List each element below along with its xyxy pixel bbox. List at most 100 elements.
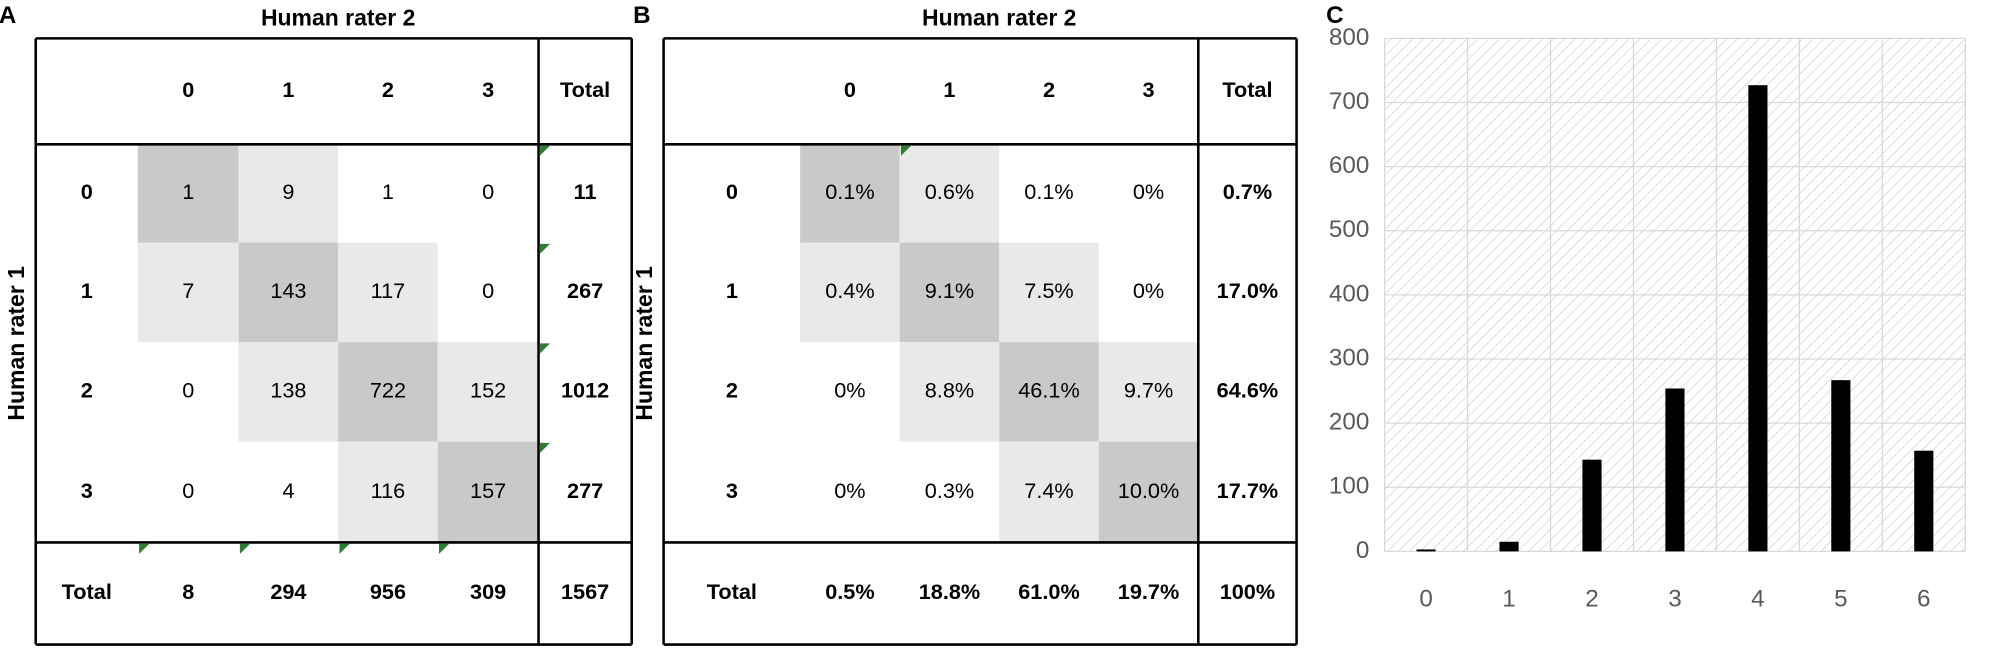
y-tick-label: 500 bbox=[1329, 216, 1369, 243]
table-cell: 7.5% bbox=[1024, 278, 1073, 303]
total-cell: 17.0% bbox=[1217, 278, 1279, 303]
table-cell: 117 bbox=[371, 278, 406, 303]
y-tick-label: 700 bbox=[1329, 88, 1369, 115]
bar bbox=[1748, 85, 1768, 552]
y-tick-label: 100 bbox=[1329, 473, 1369, 500]
column-header: Total bbox=[1222, 77, 1272, 102]
table-cell: 0% bbox=[834, 378, 865, 403]
cell-marker bbox=[339, 543, 350, 554]
panel-label: B bbox=[633, 2, 651, 29]
cell-marker bbox=[239, 543, 251, 554]
column-title: Human rater 2 bbox=[922, 4, 1076, 30]
cell-marker bbox=[539, 442, 551, 454]
table-cell: 152 bbox=[470, 378, 506, 403]
table-cell: 0.1% bbox=[825, 179, 874, 204]
table-cell: 0 bbox=[182, 478, 194, 503]
y-tick-label: 400 bbox=[1329, 280, 1369, 307]
total-cell: 0.5% bbox=[825, 579, 874, 604]
x-tick-label: 3 bbox=[1668, 585, 1681, 612]
total-cell: 956 bbox=[370, 579, 406, 604]
column-header: 2 bbox=[382, 77, 394, 102]
cell-shade-diagonal bbox=[338, 342, 438, 442]
table-cell: 0 bbox=[482, 179, 494, 204]
row-header: 3 bbox=[726, 478, 738, 503]
x-tick-label: 1 bbox=[1502, 585, 1515, 612]
cell-shade-adjacent bbox=[338, 242, 438, 343]
panel-label: A bbox=[0, 2, 16, 29]
table-cell: 1 bbox=[182, 179, 194, 204]
total-cell: 100% bbox=[1220, 579, 1275, 604]
column-header: 1 bbox=[282, 77, 294, 102]
row-header: 2 bbox=[726, 378, 738, 403]
row-title: Human rater 1 bbox=[631, 266, 657, 421]
cell-marker bbox=[539, 343, 551, 354]
y-tick-label: 800 bbox=[1329, 24, 1369, 51]
row-header: 0 bbox=[81, 179, 93, 204]
row-header: 1 bbox=[81, 278, 93, 303]
cell-shade-adjacent bbox=[899, 144, 1000, 243]
total-cell: 8 bbox=[182, 579, 194, 604]
table-cell: 143 bbox=[270, 278, 306, 303]
total-cell: 64.6% bbox=[1217, 378, 1279, 403]
table-cell: 116 bbox=[371, 478, 406, 503]
total-cell: 17.7% bbox=[1217, 478, 1279, 503]
table-cell: 4 bbox=[282, 478, 294, 503]
table-cell: 0.1% bbox=[1024, 179, 1073, 204]
column-header: 0 bbox=[182, 77, 194, 102]
table-cell: 7 bbox=[182, 278, 194, 303]
cell-shade-adjacent bbox=[338, 441, 438, 543]
x-tick-label: 6 bbox=[1917, 585, 1930, 612]
cell-shade-adjacent bbox=[800, 242, 900, 343]
cell-marker bbox=[539, 145, 551, 156]
panel-label: C bbox=[1326, 2, 1344, 29]
table-cell: 9.7% bbox=[1124, 378, 1173, 403]
column-header: 0 bbox=[844, 77, 856, 102]
cell-shade-adjacent bbox=[137, 242, 239, 343]
bar bbox=[1416, 549, 1436, 552]
bar bbox=[1831, 380, 1851, 552]
table-cell: 157 bbox=[470, 478, 506, 503]
bar bbox=[1582, 459, 1602, 552]
table-cell: 0.4% bbox=[825, 278, 874, 303]
table-cell: 0% bbox=[1133, 179, 1164, 204]
table-cell: 0 bbox=[182, 378, 194, 403]
bar bbox=[1914, 450, 1934, 552]
table-cell: 10.0% bbox=[1118, 478, 1180, 503]
column-header: Total bbox=[560, 77, 610, 102]
total-cell: 1567 bbox=[561, 579, 609, 604]
total-cell: 0.7% bbox=[1223, 179, 1272, 204]
cell-shade-adjacent bbox=[899, 342, 1000, 442]
cell-shade-diagonal bbox=[137, 144, 239, 243]
total-cell: 267 bbox=[567, 278, 603, 303]
column-header: 3 bbox=[482, 77, 494, 102]
x-tick-label: 5 bbox=[1834, 585, 1847, 612]
table-cell: 7.4% bbox=[1024, 478, 1073, 503]
cell-shade-adjacent bbox=[1098, 342, 1199, 442]
bar bbox=[1665, 388, 1685, 552]
column-header: 2 bbox=[1043, 77, 1055, 102]
table-cell: 1 bbox=[382, 179, 394, 204]
row-header: Total bbox=[707, 579, 757, 604]
total-cell: 18.8% bbox=[919, 579, 981, 604]
total-cell: 277 bbox=[567, 478, 603, 503]
table-cell: 0.3% bbox=[925, 478, 974, 503]
x-tick-label: 0 bbox=[1419, 585, 1432, 612]
total-cell: 11 bbox=[574, 179, 597, 204]
y-tick-label: 300 bbox=[1329, 344, 1369, 371]
cell-shade-diagonal bbox=[437, 441, 539, 543]
row-header: Total bbox=[62, 579, 112, 604]
cell-shade-adjacent bbox=[238, 342, 339, 442]
table-cell: 0% bbox=[1133, 278, 1164, 303]
row-header: 0 bbox=[726, 179, 738, 204]
x-tick-label: 2 bbox=[1585, 585, 1598, 612]
table-cell: 722 bbox=[370, 378, 406, 403]
cell-shade-diagonal bbox=[999, 342, 1099, 442]
bar bbox=[1499, 541, 1519, 552]
y-tick-label: 0 bbox=[1356, 537, 1369, 564]
cell-shade-diagonal bbox=[800, 144, 900, 243]
table-cell: 0% bbox=[834, 478, 865, 503]
column-title: Human rater 2 bbox=[261, 4, 415, 30]
row-header: 1 bbox=[726, 278, 738, 303]
